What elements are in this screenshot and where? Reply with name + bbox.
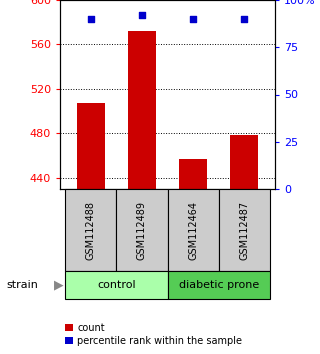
Text: GSM112488: GSM112488 xyxy=(86,200,96,259)
Point xyxy=(139,12,144,18)
Bar xyxy=(179,159,207,189)
Legend: count, percentile rank within the sample: count, percentile rank within the sample xyxy=(65,323,243,346)
Text: control: control xyxy=(97,280,136,290)
Text: strain: strain xyxy=(6,280,38,290)
Point xyxy=(88,16,93,22)
Text: GSM112487: GSM112487 xyxy=(239,200,249,259)
Text: GSM112489: GSM112489 xyxy=(137,200,147,259)
Bar xyxy=(219,189,270,271)
Text: GSM112464: GSM112464 xyxy=(188,200,198,259)
Text: diabetic prone: diabetic prone xyxy=(179,280,259,290)
Bar xyxy=(128,31,156,189)
Bar xyxy=(116,189,167,271)
Bar xyxy=(230,135,258,189)
Bar xyxy=(65,189,116,271)
Bar xyxy=(167,189,219,271)
Bar xyxy=(76,103,105,189)
Bar xyxy=(65,271,167,299)
Bar xyxy=(167,271,270,299)
Point xyxy=(242,16,247,22)
Point xyxy=(190,16,196,22)
Text: ▶: ▶ xyxy=(54,279,64,291)
